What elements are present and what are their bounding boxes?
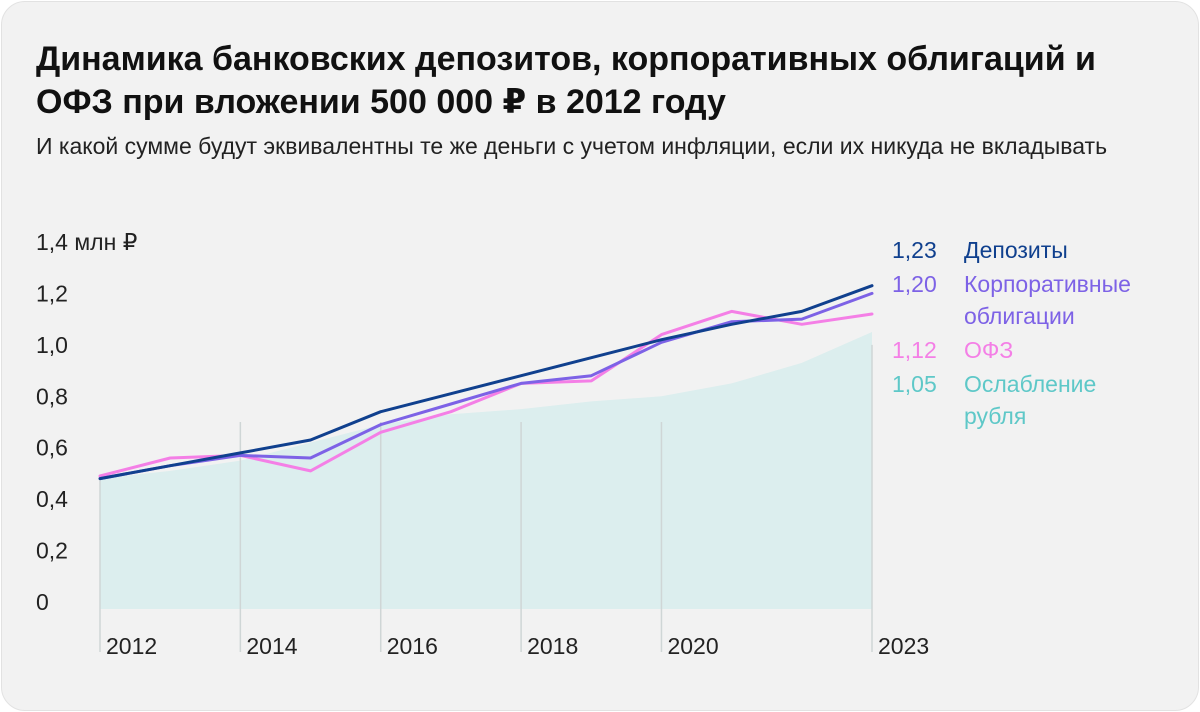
legend-label: облигации (964, 303, 1075, 329)
legend-label: ОФЗ (964, 337, 1013, 363)
x-tick-label: 2012 (106, 633, 157, 659)
legend-label: Ослабление (964, 371, 1096, 397)
y-tick-label: 0 (36, 589, 49, 615)
legend-label: Депозиты (964, 237, 1068, 263)
legend-label: Корпоративные (964, 271, 1131, 297)
legend-label: рубля (964, 403, 1026, 429)
legend-value: 1,20 (892, 271, 937, 297)
y-tick-label: 0,4 (36, 486, 68, 512)
legend-value: 1,23 (892, 237, 937, 263)
y-tick-label: 1,4 млн ₽ (36, 229, 137, 255)
chart-subtitle: И какой сумме будут эквивалентны те же д… (36, 133, 1108, 159)
y-tick-label: 1,0 (36, 332, 68, 358)
legend-value: 1,05 (892, 371, 937, 397)
x-tick-label: 2018 (527, 633, 578, 659)
line-series-3 (98, 284, 874, 481)
y-tick-label: 0,2 (36, 538, 68, 564)
x-tick-label: 2016 (387, 633, 438, 659)
y-tick-label: 1,2 (36, 280, 68, 306)
area-series-0 (100, 332, 872, 609)
y-tick-label: 0,6 (36, 435, 68, 461)
y-tick-label: 0,8 (36, 383, 68, 409)
x-tick-label: 2020 (667, 633, 718, 659)
x-tick-label: 2023 (878, 633, 929, 659)
legend-value: 1,12 (892, 337, 937, 363)
x-tick-label: 2014 (246, 633, 297, 659)
chart-title: Динамика банковских депозитов, корпорати… (36, 40, 1096, 121)
